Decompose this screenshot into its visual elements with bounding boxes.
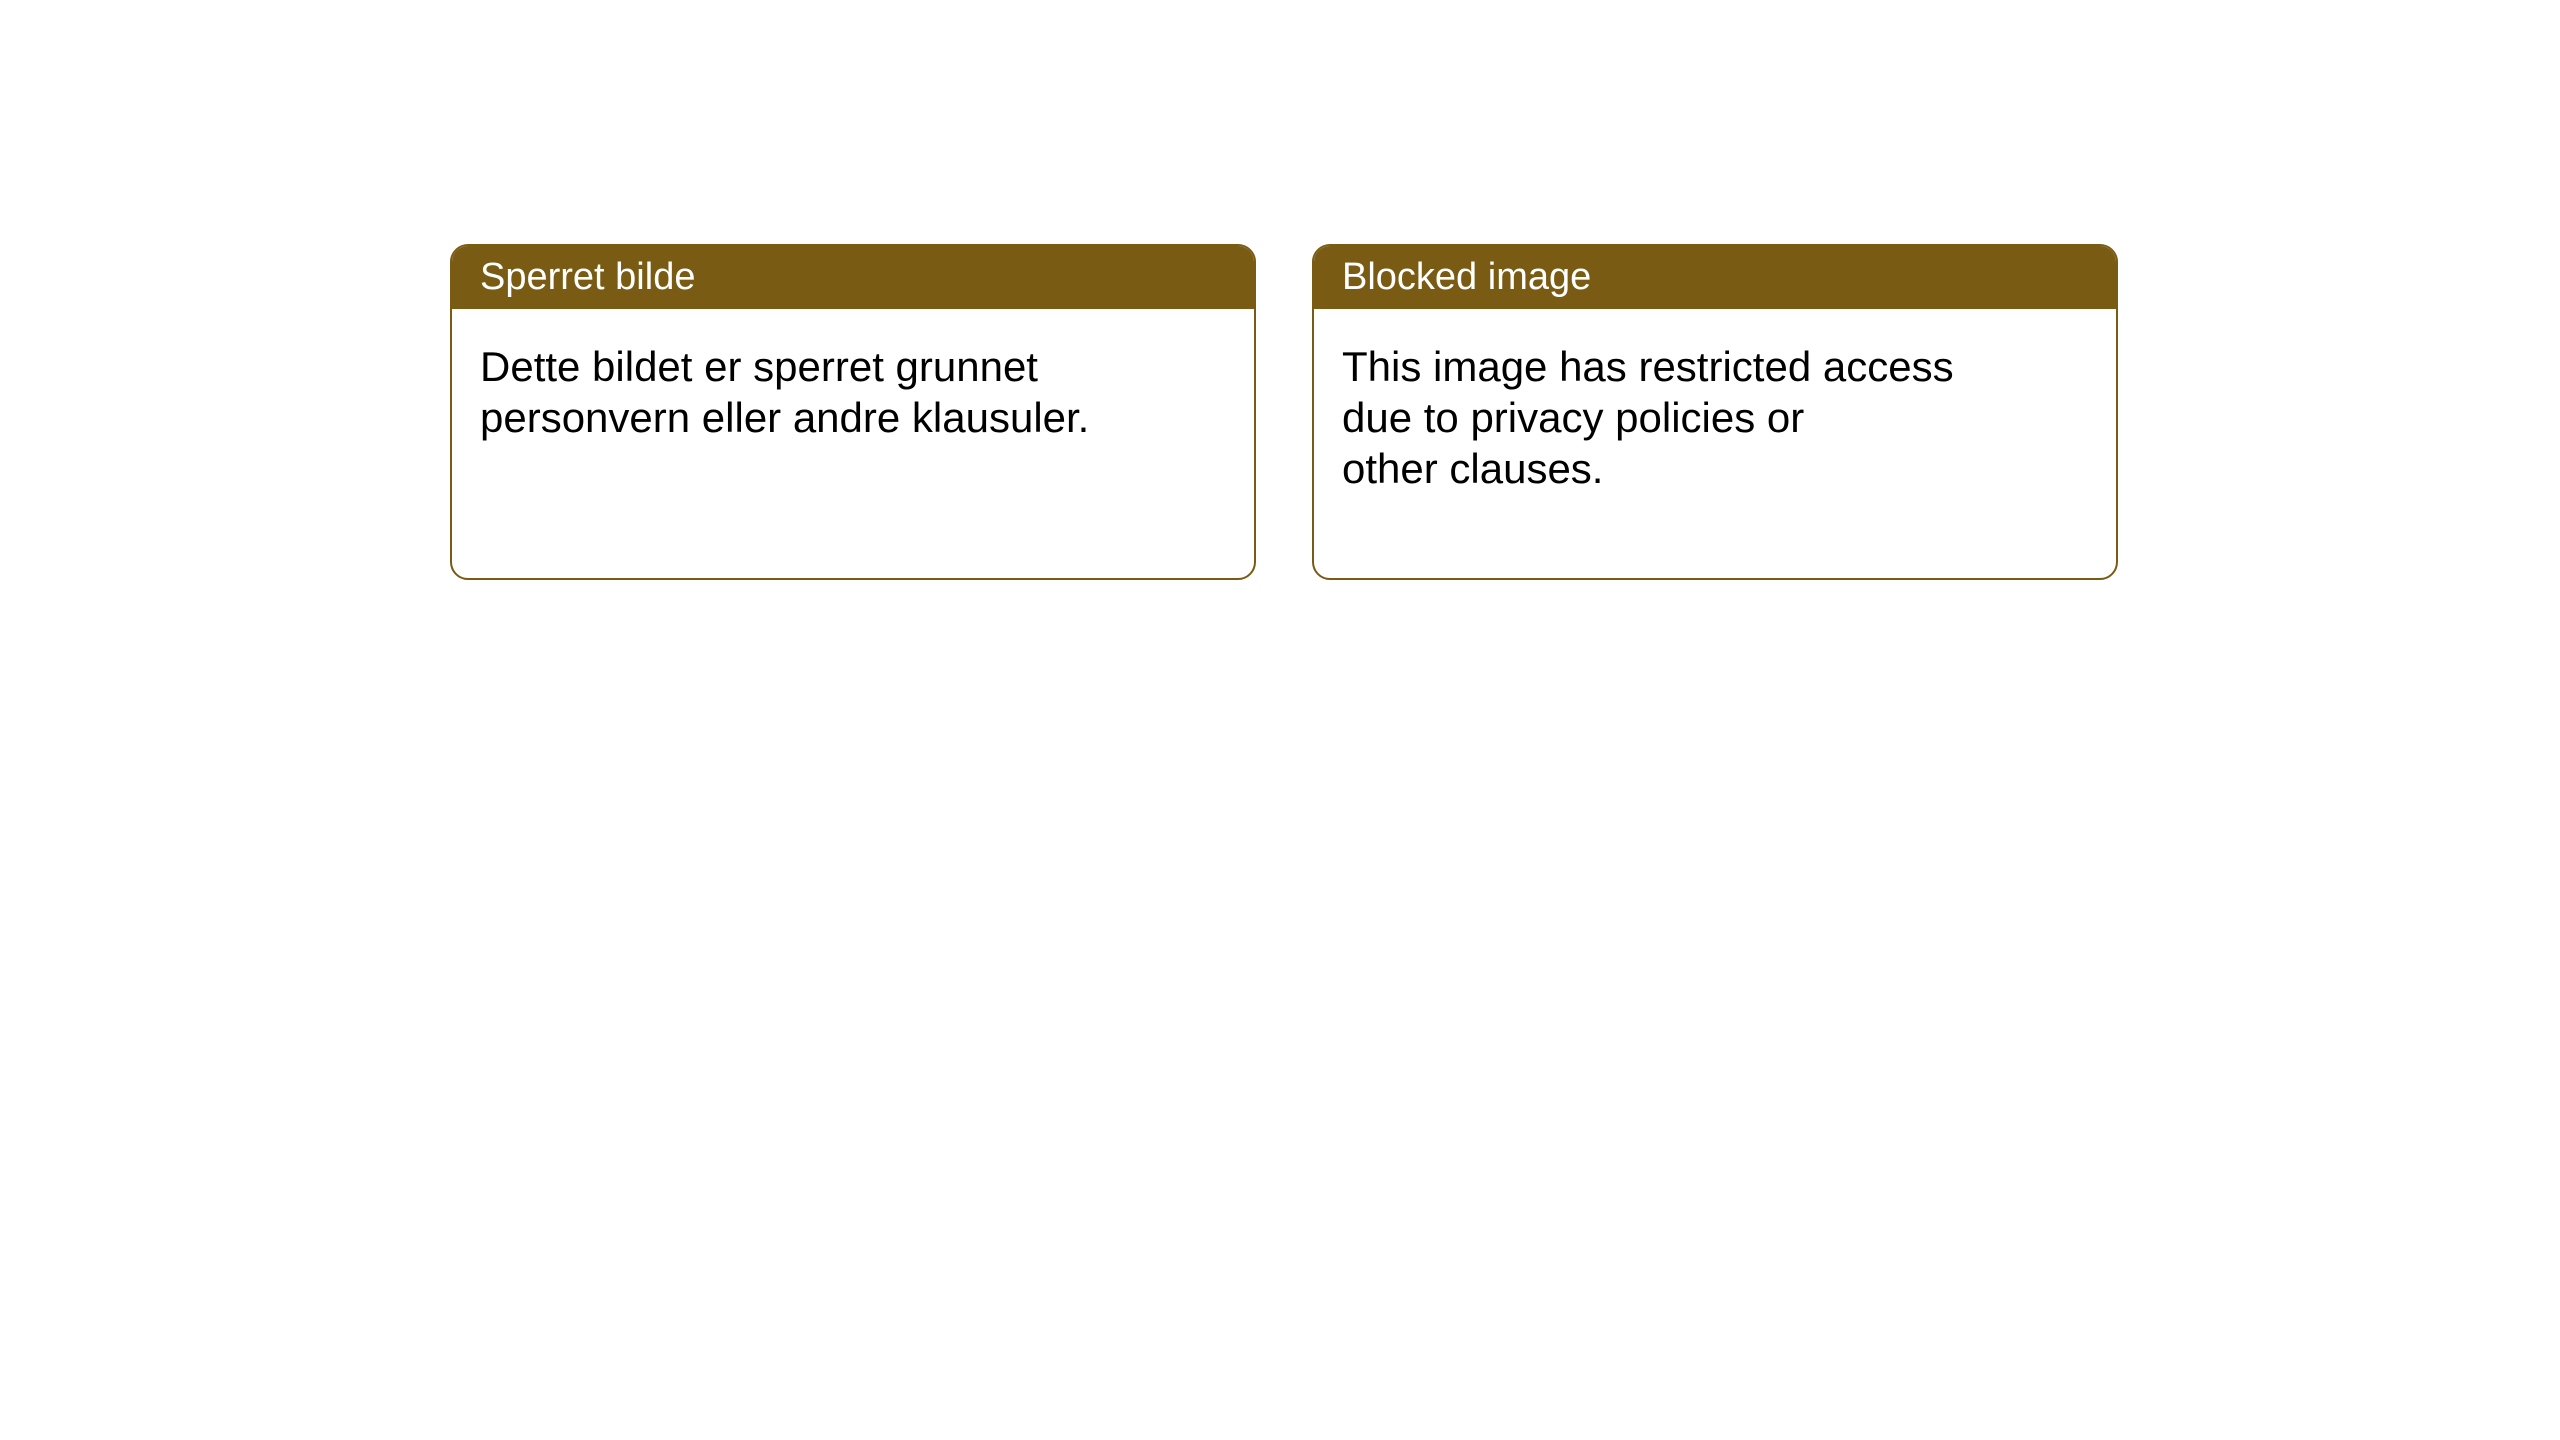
notice-card-english: Blocked image This image has restricted … bbox=[1312, 244, 2118, 580]
notice-body: This image has restricted access due to … bbox=[1314, 309, 2116, 527]
notice-body: Dette bildet er sperret grunnet personve… bbox=[452, 309, 1254, 475]
notice-header: Blocked image bbox=[1314, 246, 2116, 309]
notice-cards-container: Sperret bilde Dette bildet er sperret gr… bbox=[450, 244, 2118, 580]
notice-header: Sperret bilde bbox=[452, 246, 1254, 309]
notice-card-norwegian: Sperret bilde Dette bildet er sperret gr… bbox=[450, 244, 1256, 580]
